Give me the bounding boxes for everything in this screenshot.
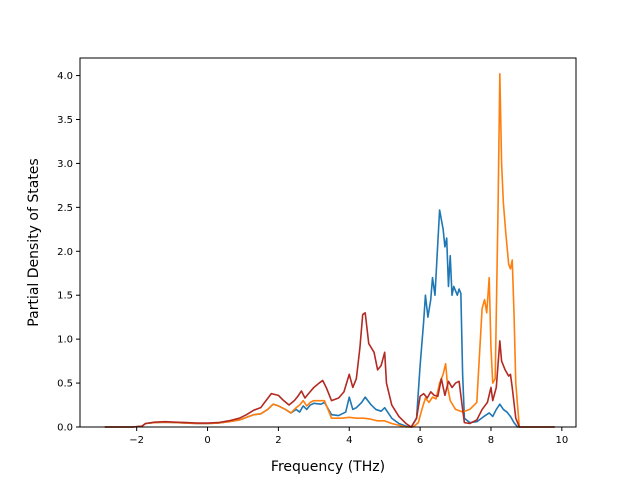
x-axis: −2 0 2 4 6 8 10 <box>129 427 568 446</box>
series-layer <box>105 74 555 427</box>
x-tick-label: 0 <box>204 435 210 446</box>
y-tick-label: 1.0 <box>57 335 73 346</box>
y-tick-label: 2.0 <box>57 247 73 258</box>
y-tick-label: 0.5 <box>57 379 73 390</box>
y-tick-label: 0.0 <box>57 423 73 434</box>
y-tick-label: 3.5 <box>57 115 73 126</box>
y-axis-label: Partial Density of States <box>26 158 42 326</box>
y-tick-label: 3.0 <box>57 159 73 170</box>
x-tick-label: 2 <box>275 435 281 446</box>
y-tick-label: 4.0 <box>57 71 73 82</box>
series-line-3 <box>105 313 555 427</box>
y-tick-label: 1.5 <box>57 291 73 302</box>
x-tick-label: 6 <box>417 435 423 446</box>
x-tick-label: 4 <box>346 435 352 446</box>
y-axis: 0.0 0.5 1.0 1.5 2.0 2.5 3.0 3.5 4.0 <box>57 71 80 433</box>
axes-frame <box>80 58 576 427</box>
y-tick-label: 2.5 <box>57 203 73 214</box>
x-tick-label: 8 <box>488 435 494 446</box>
x-axis-label: Frequency (THz) <box>271 459 385 475</box>
series-line-2 <box>105 74 555 427</box>
x-tick-label: −2 <box>129 435 144 446</box>
x-tick-label: 10 <box>555 435 568 446</box>
